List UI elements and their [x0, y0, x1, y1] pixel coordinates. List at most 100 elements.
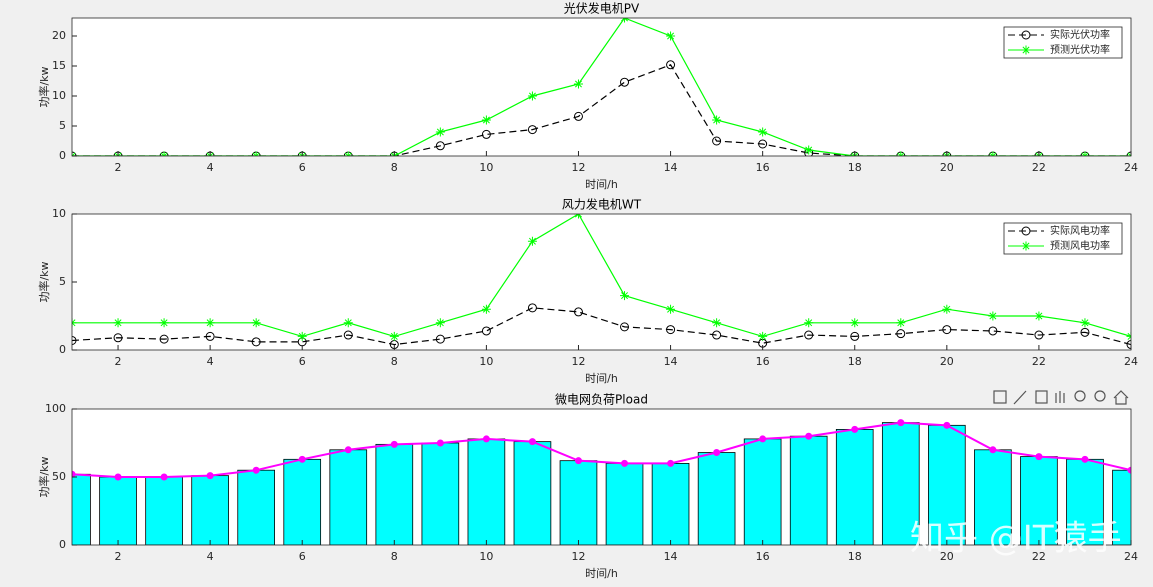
x-tick-label: 2: [115, 161, 122, 174]
marker: [159, 318, 169, 328]
marker: [804, 330, 814, 340]
marker: [758, 139, 768, 149]
x-tick-label: 10: [479, 550, 493, 563]
legend-label: 预测光伏功率: [1050, 43, 1110, 56]
bar: [835, 428, 874, 545]
x-tick-label: 18: [848, 355, 862, 368]
axes-box: [71, 17, 1132, 157]
x-tick-label: 16: [756, 355, 770, 368]
marker: [942, 304, 952, 314]
marker: [435, 318, 445, 328]
bar: [145, 476, 183, 545]
bar: [928, 424, 966, 545]
x-tick-label: 14: [664, 550, 678, 563]
x-tick-label: 22: [1032, 550, 1046, 563]
marker: [205, 331, 215, 341]
marker: [482, 435, 490, 443]
legend-marker: [1021, 30, 1031, 40]
y-axis-label: 功率/kw: [37, 261, 51, 302]
toolbar-zoom-out[interactable]: [1094, 390, 1106, 402]
marker: [896, 329, 906, 339]
x-tick-label: 2: [115, 355, 122, 368]
bar: [421, 442, 460, 545]
x-tick-label: 24: [1124, 550, 1138, 563]
plot-area: [72, 214, 1131, 350]
marker: [758, 331, 768, 341]
toolbar-brush[interactable]: [1013, 390, 1027, 405]
marker: [804, 145, 814, 155]
bar: [191, 475, 229, 545]
bar: [99, 476, 137, 545]
marker: [620, 77, 630, 87]
marker: [72, 470, 76, 478]
axes-box: [71, 213, 1132, 351]
marker: [850, 331, 860, 341]
marker: [712, 318, 722, 328]
x-tick-label: 12: [571, 550, 585, 563]
y-tick-label: 0: [59, 538, 66, 551]
marker: [897, 419, 905, 427]
x-tick-label: 8: [391, 550, 398, 563]
y-tick-label: 20: [52, 29, 66, 42]
watermark: 知乎 @IT猿手: [910, 519, 1122, 559]
marker: [804, 318, 814, 328]
marker: [205, 318, 215, 328]
x-tick-label: 16: [756, 550, 770, 563]
bar: [605, 462, 644, 545]
marker: [1081, 455, 1089, 463]
bar: [1066, 458, 1104, 545]
x-tick-label: 6: [299, 161, 306, 174]
x-tick-label: 2: [115, 550, 122, 563]
x-axis-label: 时间/h: [585, 372, 618, 385]
plot-body: [72, 419, 1131, 545]
marker: [481, 129, 491, 139]
marker: [666, 304, 676, 314]
marker: [850, 318, 860, 328]
bar: [283, 458, 322, 545]
marker: [988, 326, 998, 336]
marker: [621, 459, 629, 467]
marker: [113, 318, 123, 328]
marker: [666, 60, 676, 70]
toolbar[interactable]: [993, 390, 1129, 405]
marker: [573, 79, 583, 89]
marker: [481, 326, 491, 336]
marker: [298, 455, 306, 463]
legend-label: 预测风电功率: [1050, 239, 1110, 252]
marker: [343, 330, 353, 340]
x-tick-label: 20: [940, 355, 954, 368]
bar: [881, 422, 920, 545]
y-tick-label: 5: [59, 275, 66, 288]
x-tick-label: 22: [1032, 161, 1046, 174]
marker: [1035, 453, 1043, 461]
toolbar-home[interactable]: [1113, 390, 1129, 405]
legend-marker: [1021, 241, 1031, 251]
toolbar-export[interactable]: [993, 390, 1007, 404]
marker: [712, 136, 722, 146]
marker: [528, 438, 536, 446]
marker: [72, 335, 77, 345]
marker: [113, 333, 123, 343]
toolbar-datatip[interactable]: [1035, 390, 1048, 404]
marker: [574, 457, 582, 465]
bar: [743, 438, 782, 545]
marker: [942, 325, 952, 335]
marker: [435, 127, 445, 137]
marker: [1080, 327, 1090, 337]
marker: [527, 236, 537, 246]
x-tick-label: 4: [207, 161, 214, 174]
y-axis-label: 功率/kw: [37, 66, 51, 107]
marker: [251, 318, 261, 328]
series-line: [72, 421, 1131, 478]
x-axis-label: 时间/h: [585, 178, 618, 191]
toolbar-pan[interactable]: [1055, 391, 1065, 403]
marker: [527, 125, 537, 135]
x-tick-label: 20: [940, 161, 954, 174]
toolbar-zoom-in[interactable]: [1074, 390, 1086, 402]
y-tick-label: 100: [45, 402, 66, 415]
